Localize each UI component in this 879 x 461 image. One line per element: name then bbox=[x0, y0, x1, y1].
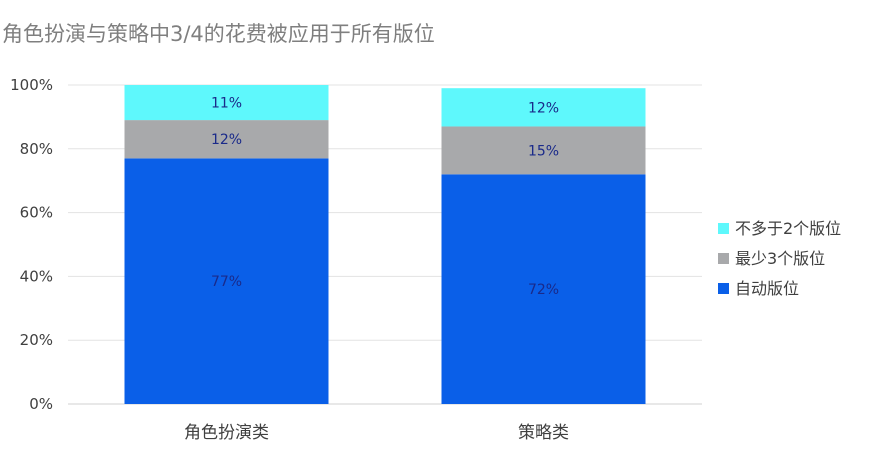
bars bbox=[124, 85, 646, 404]
data-label: 12% bbox=[528, 100, 559, 116]
data-label: 15% bbox=[528, 143, 559, 159]
legend-swatch bbox=[718, 223, 729, 234]
bar-segment bbox=[124, 120, 329, 159]
chart-title: 角色扮演与策略中3/4的花费被应用于所有版位 bbox=[2, 22, 435, 46]
bar-segment bbox=[124, 85, 329, 121]
y-tick-label: 20% bbox=[20, 331, 53, 349]
bar-segment bbox=[441, 174, 646, 404]
data-label: 77% bbox=[211, 274, 242, 290]
y-tick-label: 80% bbox=[20, 140, 53, 158]
legend-swatch bbox=[718, 283, 729, 294]
y-tick-label: 0% bbox=[29, 395, 53, 413]
data-label: 12% bbox=[211, 132, 242, 148]
y-tick-label: 100% bbox=[10, 76, 53, 94]
data-label: 11% bbox=[211, 96, 242, 112]
y-axis: 0% 20% 40% 60% 80% 100% bbox=[10, 76, 53, 413]
x-axis: 角色扮演类 策略类 bbox=[184, 423, 569, 443]
bar-segment bbox=[441, 126, 646, 175]
x-category-label: 策略类 bbox=[518, 423, 569, 443]
y-tick-label: 40% bbox=[20, 267, 53, 285]
bar-segment bbox=[124, 158, 329, 404]
data-labels: 77% 12% 11% 72% 15% 12% bbox=[211, 96, 559, 299]
legend-label: 自动版位 bbox=[735, 279, 799, 298]
y-tick-label: 60% bbox=[20, 204, 53, 222]
x-category-label: 角色扮演类 bbox=[184, 423, 269, 443]
legend-label: 最少3个版位 bbox=[735, 249, 825, 268]
legend-label: 不多于2个版位 bbox=[735, 219, 841, 238]
data-label: 72% bbox=[528, 282, 559, 298]
legend-swatch bbox=[718, 253, 729, 264]
bar-segment bbox=[441, 88, 646, 127]
